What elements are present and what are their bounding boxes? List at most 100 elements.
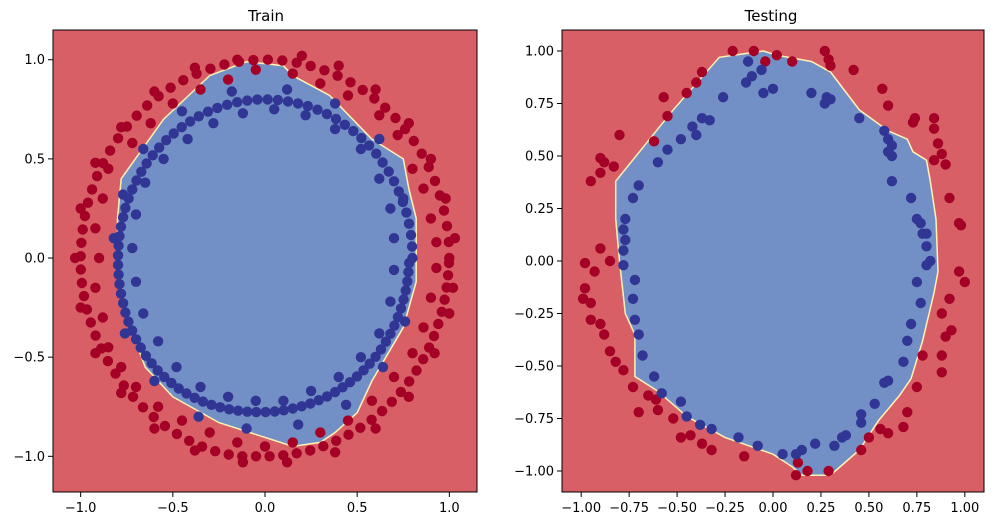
data-point: [411, 365, 422, 376]
data-point: [579, 257, 591, 269]
data-point: [760, 56, 771, 67]
data-point: [204, 427, 215, 438]
data-point: [305, 385, 317, 397]
data-point: [296, 401, 307, 412]
data-point: [370, 351, 381, 362]
data-point: [940, 159, 951, 170]
data-point: [758, 87, 769, 99]
data-point: [120, 307, 131, 318]
data-point: [585, 176, 596, 187]
data-point: [272, 94, 284, 106]
data-point: [856, 444, 867, 456]
data-point: [608, 161, 619, 172]
data-point: [407, 163, 418, 174]
y-tick-label: −0.50: [514, 360, 554, 375]
data-point: [742, 56, 754, 67]
data-point: [313, 395, 324, 406]
data-point: [869, 398, 880, 409]
data-point: [403, 218, 415, 229]
data-point: [208, 118, 219, 129]
data-point: [675, 396, 687, 407]
y-tick-label: 0.00: [525, 255, 554, 270]
data-point: [123, 316, 134, 327]
data-point: [940, 331, 951, 342]
data-point: [921, 228, 932, 239]
data-point: [332, 70, 343, 82]
data-point: [127, 242, 138, 254]
data-point: [380, 336, 392, 347]
data-point: [443, 257, 455, 269]
data-point: [344, 377, 356, 388]
data-point: [116, 122, 127, 133]
data-point: [130, 209, 142, 220]
y-tick-label: −0.75: [514, 412, 554, 427]
data-point: [319, 65, 330, 76]
y-tick-label: −0.5: [13, 351, 45, 366]
data-point: [232, 405, 244, 416]
data-point: [315, 427, 326, 438]
data-point: [383, 166, 394, 177]
data-point: [425, 213, 437, 224]
data-point: [237, 108, 249, 119]
data-point: [756, 64, 767, 76]
y-tick-label: 1.0: [24, 53, 45, 68]
data-point: [269, 406, 280, 417]
data-point: [856, 409, 867, 420]
data-point: [407, 348, 418, 359]
data-point: [589, 266, 600, 277]
data-point: [147, 150, 158, 161]
data-point: [343, 429, 354, 440]
y-tick-label: 0.0: [24, 252, 45, 267]
x-tick-label: 0.00: [759, 501, 788, 516]
data-point: [159, 420, 171, 432]
data-point: [115, 288, 127, 299]
data-point: [333, 371, 344, 383]
data-point: [404, 257, 415, 269]
data-point: [401, 207, 412, 218]
data-point: [259, 441, 271, 452]
data-point: [440, 193, 451, 204]
data-point: [342, 90, 354, 101]
data-point: [418, 322, 429, 333]
data-point: [232, 54, 243, 65]
data-point: [193, 411, 204, 422]
data-point: [886, 176, 898, 187]
data-point: [82, 197, 94, 208]
data-point: [339, 119, 350, 130]
data-point: [408, 135, 419, 147]
data-point: [250, 451, 262, 462]
data-point: [369, 93, 380, 104]
data-point: [148, 411, 159, 423]
data-point: [75, 203, 86, 214]
series-0: [577, 45, 970, 481]
data-point: [152, 365, 163, 376]
data-point: [879, 125, 890, 136]
data-point: [643, 390, 654, 401]
x-tick-label: 0.5: [347, 501, 368, 516]
data-point: [260, 406, 271, 418]
data-point: [114, 279, 125, 290]
data-point: [675, 134, 687, 145]
y-tick-label: −1.0: [13, 450, 45, 465]
data-point: [140, 350, 152, 361]
data-point: [614, 129, 625, 141]
data-point: [356, 132, 367, 144]
data-point: [113, 269, 124, 280]
data-point: [418, 354, 429, 365]
data-point: [806, 87, 817, 99]
data-point: [158, 153, 169, 165]
data-point: [329, 447, 341, 458]
data-point: [337, 382, 348, 393]
data-point: [836, 432, 848, 443]
data-point: [944, 192, 955, 204]
data-point: [790, 470, 802, 481]
data-point: [403, 391, 414, 402]
x-tick-label: −0.25: [705, 501, 745, 516]
data-point: [648, 371, 660, 382]
data-point: [93, 252, 105, 264]
x-tick-label: 1.00: [950, 501, 979, 516]
data-point: [752, 440, 763, 451]
data-point: [226, 86, 237, 97]
data-point: [222, 391, 234, 402]
data-point: [374, 328, 385, 339]
